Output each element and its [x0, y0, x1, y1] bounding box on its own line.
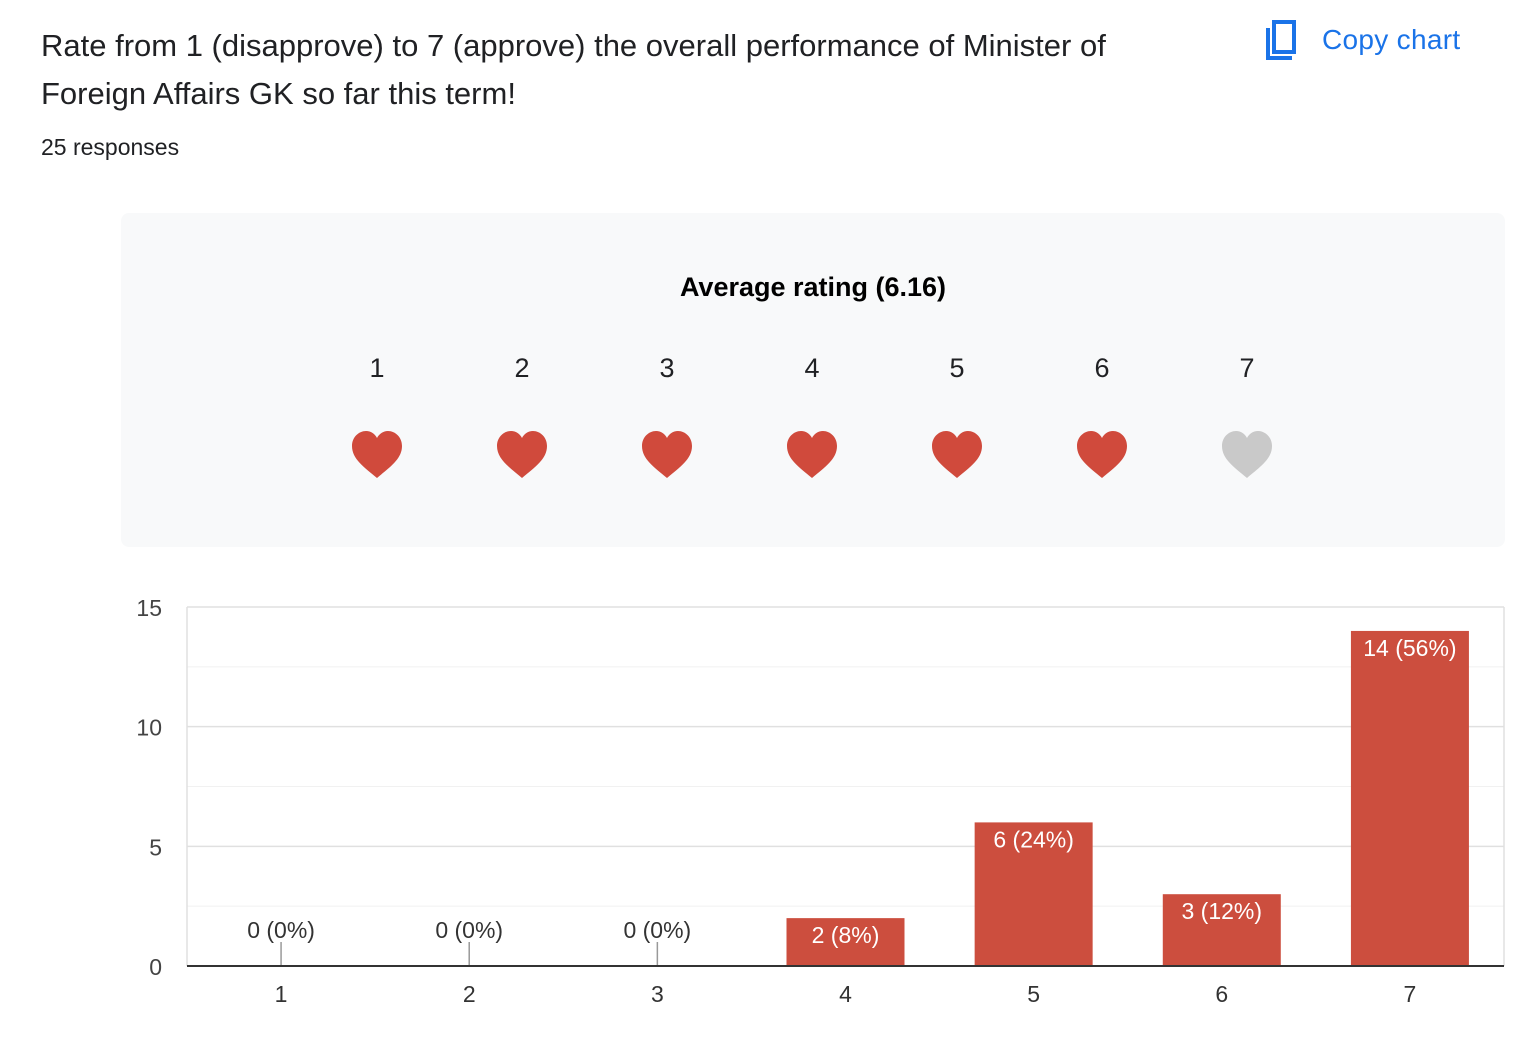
question-title: Rate from 1 (disapprove) to 7 (approve) … — [41, 28, 1106, 111]
heart-icon — [917, 429, 997, 479]
rating-level-2: 2 — [482, 351, 562, 479]
rating-level-number: 1 — [369, 353, 385, 383]
x-tick-label: 7 — [1404, 981, 1417, 1007]
bar — [1350, 630, 1469, 966]
rating-level-number: 2 — [514, 353, 530, 383]
heart-icon — [1207, 429, 1287, 479]
x-tick-label: 2 — [463, 981, 476, 1007]
bar-data-label: 3 (12%) — [1182, 898, 1263, 924]
rating-level-5: 5 — [917, 351, 997, 479]
copy-icon — [1266, 20, 1296, 60]
bar-data-label: 0 (0%) — [435, 917, 503, 943]
average-rating-title: Average rating (6.16) — [679, 272, 947, 302]
y-tick-label: 15 — [136, 595, 162, 621]
x-tick-label: 4 — [839, 981, 852, 1007]
rating-level-3: 3 — [627, 351, 707, 479]
bar-data-label: 2 (8%) — [812, 922, 880, 948]
average-rating-panel: Average rating (6.16) 1 2 3 4 5 6 7 — [121, 213, 1505, 547]
x-tick-label: 1 — [275, 981, 288, 1007]
bar — [1162, 894, 1281, 966]
copy-chart-label: Copy chart — [1322, 24, 1461, 55]
heart-icon — [627, 429, 707, 479]
rating-level-number: 4 — [804, 353, 820, 383]
bar — [786, 918, 905, 966]
rating-level-4: 4 — [772, 351, 852, 479]
bar — [974, 822, 1093, 966]
rating-level-7: 7 — [1207, 351, 1287, 479]
bar-data-label: 0 (0%) — [623, 917, 691, 943]
bar-data-label: 0 (0%) — [247, 917, 315, 943]
x-tick-label: 6 — [1215, 981, 1228, 1007]
rating-level-number: 7 — [1239, 353, 1255, 383]
bar-data-label: 14 (56%) — [1363, 635, 1456, 661]
copy-chart-button[interactable]: Copy chart — [1262, 18, 1460, 62]
x-tick-label: 3 — [651, 981, 664, 1007]
heart-icon — [1062, 429, 1142, 479]
x-tick-label: 5 — [1027, 981, 1040, 1007]
bar-data-label: 6 (24%) — [993, 826, 1074, 852]
heart-icon — [337, 429, 417, 479]
rating-level-6: 6 — [1062, 351, 1142, 479]
y-tick-label: 10 — [136, 715, 162, 741]
rating-level-1: 1 — [337, 351, 417, 479]
response-count: 25 responses — [41, 134, 180, 160]
rating-level-number: 5 — [949, 353, 965, 383]
y-tick-label: 0 — [149, 954, 162, 980]
heart-icon — [772, 429, 852, 479]
rating-level-number: 3 — [659, 353, 675, 383]
rating-level-number: 6 — [1094, 353, 1110, 383]
heart-icon — [482, 429, 562, 479]
y-tick-label: 5 — [149, 834, 162, 860]
